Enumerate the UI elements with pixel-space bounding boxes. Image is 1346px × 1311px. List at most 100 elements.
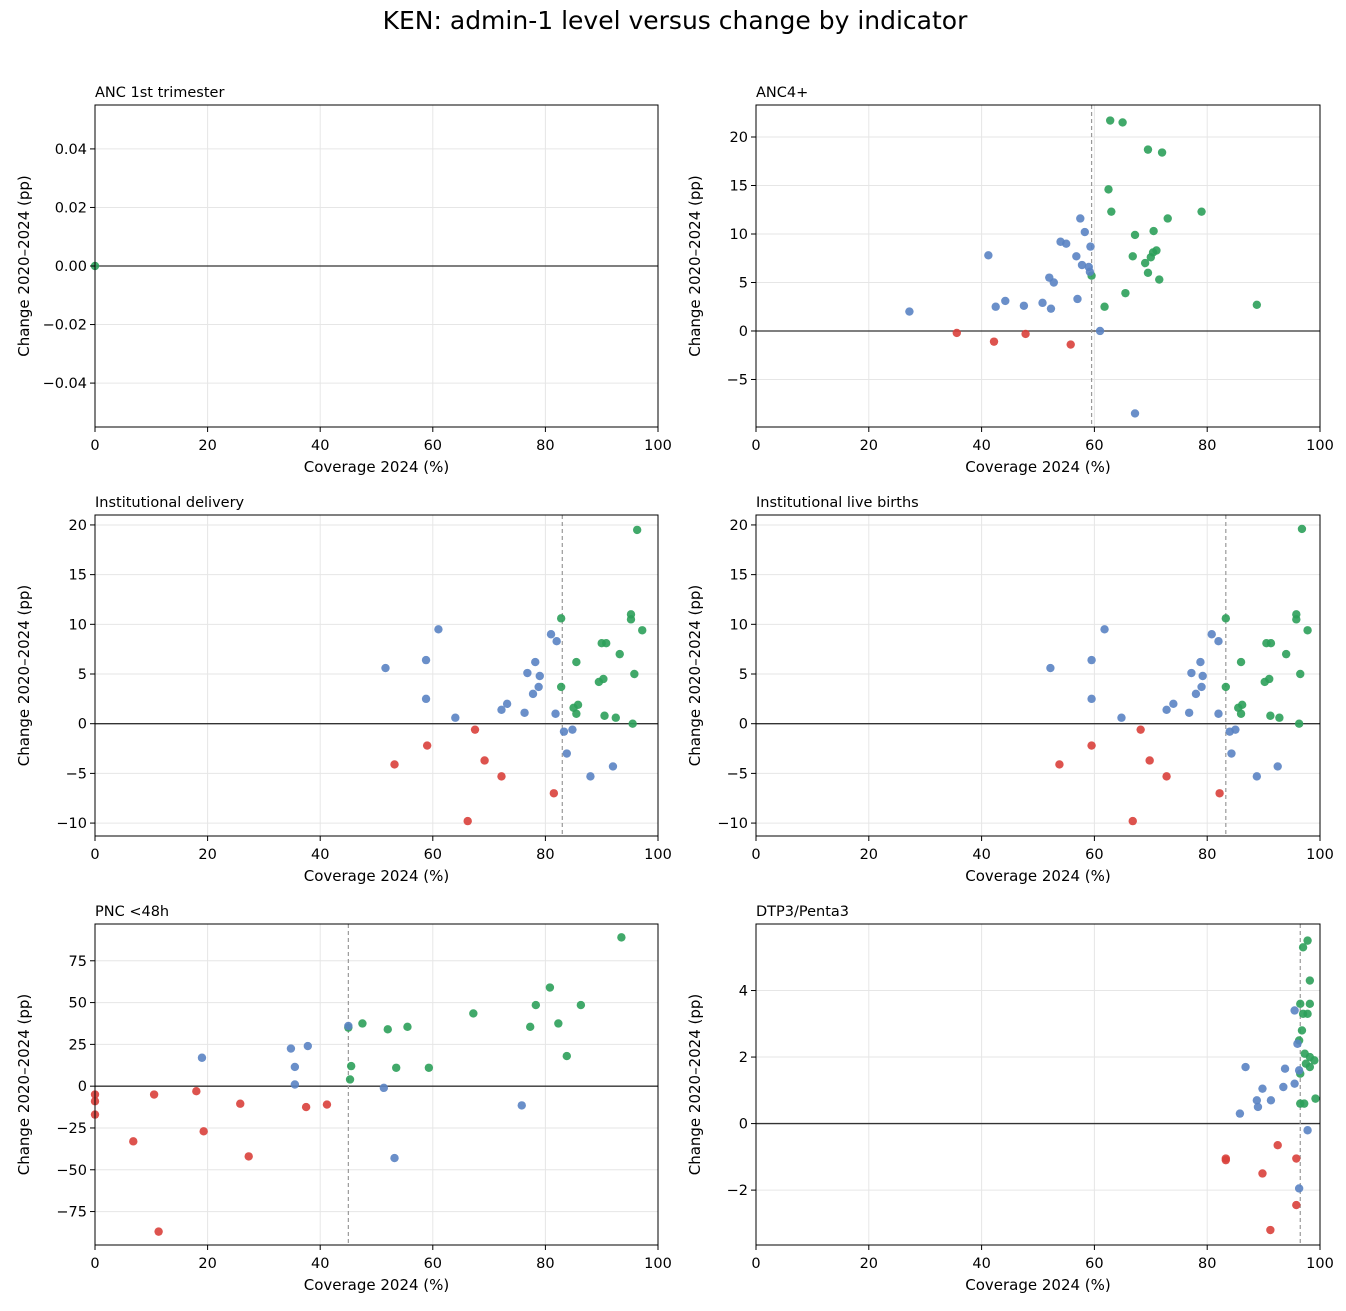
data-point-green — [345, 1075, 355, 1084]
data-point-green — [1281, 649, 1291, 659]
x-tick-label: 80 — [1198, 438, 1216, 454]
data-point-red — [1258, 1169, 1267, 1178]
data-point-green — [1275, 713, 1284, 722]
data-point-blue — [1303, 1126, 1312, 1135]
data-point-green — [1303, 626, 1312, 635]
data-point-blue — [1046, 304, 1056, 313]
data-point-green — [1221, 682, 1231, 692]
chart-panel-3: 0 20 40 60 80 100 −10 −5 0 5 10 15 20 Institutional d… — [15, 495, 672, 885]
data-point-blue — [517, 1101, 526, 1110]
data-point-blue — [1290, 1006, 1299, 1015]
chart-title: ANC 1st trimester — [95, 85, 224, 101]
data-point-red — [1021, 329, 1030, 339]
data-point-blue — [379, 1083, 389, 1093]
data-point-blue — [535, 671, 544, 681]
data-point-blue — [1273, 762, 1282, 771]
x-tick-label: 0 — [751, 438, 760, 454]
y-tick-label: 15 — [69, 568, 87, 584]
data-point-red — [1066, 340, 1075, 349]
data-point-red — [192, 1086, 201, 1096]
data-point-green — [469, 1009, 478, 1018]
data-point-blue — [1080, 227, 1090, 237]
y-tick-label: −0.02 — [43, 318, 87, 334]
data-point-green — [424, 1063, 434, 1072]
y-tick-label: 0.02 — [55, 200, 87, 216]
data-point-blue — [551, 709, 560, 718]
y-tick-label: 20 — [69, 518, 87, 534]
data-point-blue — [1214, 709, 1223, 718]
data-point-green — [1252, 300, 1262, 309]
data-point-blue — [390, 1153, 399, 1163]
data-point-blue — [1062, 239, 1071, 248]
data-point-red — [1128, 816, 1137, 826]
data-point-blue — [1280, 1064, 1290, 1073]
data-point-blue — [1073, 294, 1082, 304]
data-point-red — [1145, 756, 1154, 765]
data-point-blue — [303, 1041, 313, 1051]
data-point-green — [1310, 1056, 1319, 1065]
data-point-blue — [984, 251, 993, 260]
data-point-blue — [451, 713, 460, 722]
data-point-blue — [1198, 671, 1207, 681]
data-point-blue — [991, 302, 1000, 311]
data-point-green — [1292, 615, 1301, 624]
data-point-red — [236, 1099, 245, 1108]
data-point-blue — [1130, 409, 1140, 418]
data-point-blue — [1241, 1062, 1250, 1072]
data-point-red — [463, 816, 472, 826]
x-axis-label: Coverage 2024 (%) — [304, 458, 450, 476]
data-point-blue — [1187, 668, 1196, 678]
data-point-green — [1298, 943, 1308, 952]
data-point-red — [1292, 1154, 1301, 1163]
y-tick-label: 10 — [69, 617, 87, 633]
data-point-green — [1303, 936, 1312, 945]
data-point-blue — [1019, 301, 1029, 310]
chart-title: Institutional live births — [756, 495, 919, 511]
x-tick-label: 20 — [860, 847, 878, 863]
data-point-red — [244, 1152, 253, 1161]
x-tick-label: 20 — [198, 438, 216, 454]
x-tick-label: 20 — [860, 1256, 878, 1272]
data-point-red — [1266, 1225, 1275, 1235]
x-axis-label: Coverage 2024 (%) — [304, 867, 450, 885]
data-point-green — [638, 626, 647, 635]
chart-panel-1: 0 20 40 60 80 100 −0.04 −0.02 0.00 0.02 0.04 ANC 1s… — [15, 85, 672, 476]
data-point-green — [1311, 1094, 1320, 1103]
data-point-red — [422, 741, 432, 750]
x-tick-label: 60 — [1085, 1256, 1103, 1272]
data-point-green — [1140, 258, 1150, 268]
chart-panel-4: 0 20 40 60 80 100 −10 −5 0 5 10 15 20 Institutional l… — [686, 495, 1334, 885]
data-point-blue — [520, 708, 529, 717]
data-point-blue — [1086, 242, 1095, 251]
data-point-blue — [197, 1053, 207, 1062]
y-axis-label: Change 2020–2024 (pp) — [15, 175, 33, 357]
data-point-green — [1236, 709, 1246, 718]
y-tick-label: 5 — [78, 667, 87, 683]
data-point-red — [199, 1127, 208, 1136]
data-point-blue — [1184, 708, 1194, 717]
data-point-blue — [552, 637, 561, 646]
data-point-green — [1294, 719, 1304, 728]
data-point-blue — [1100, 625, 1109, 634]
data-point-red — [1221, 1155, 1231, 1165]
data-point-blue — [1225, 727, 1234, 736]
data-point-blue — [497, 705, 506, 714]
x-tick-label: 80 — [536, 438, 554, 454]
x-axis-label: Coverage 2024 (%) — [965, 458, 1111, 476]
data-point-green — [383, 1025, 392, 1034]
data-point-blue — [502, 699, 512, 709]
data-point-green — [600, 711, 609, 720]
chart-title: Institutional delivery — [95, 495, 245, 511]
data-point-green — [556, 682, 566, 692]
data-point-red — [952, 328, 961, 338]
data-point-green — [1100, 302, 1109, 311]
data-point-blue — [1038, 298, 1047, 308]
data-point-blue — [1077, 260, 1087, 270]
data-point-green — [556, 614, 566, 623]
data-point-blue — [534, 682, 543, 692]
data-point-blue — [1076, 214, 1085, 223]
data-point-green — [632, 525, 642, 535]
y-tick-label: −5 — [727, 372, 748, 388]
y-tick-label: −5 — [66, 766, 87, 782]
